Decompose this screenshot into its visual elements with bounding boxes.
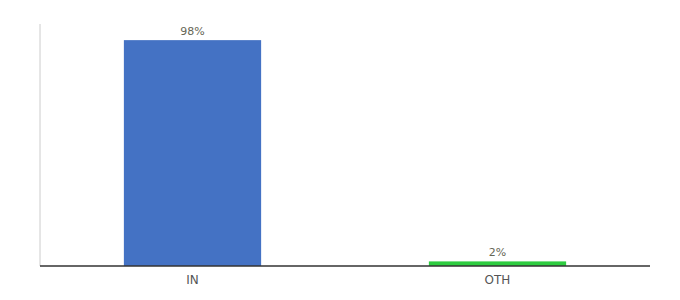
chart-svg: IN OTH 98% 2% (0, 0, 680, 300)
data-label: 2% (489, 246, 506, 259)
x-tick-label: IN (186, 273, 199, 287)
data-label: 98% (180, 25, 204, 38)
bar (124, 40, 261, 266)
x-axis-line (40, 265, 650, 267)
y-axis-line (40, 24, 41, 266)
bars (124, 40, 566, 266)
x-tick-label: OTH (485, 273, 511, 287)
chart-container: IN OTH 98% 2% (0, 0, 680, 300)
